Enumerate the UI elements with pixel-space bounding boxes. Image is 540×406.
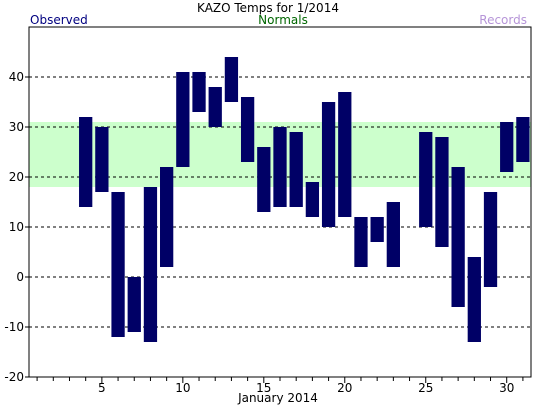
- bar-day-14: [240, 97, 255, 162]
- bar-day-23: [386, 202, 400, 267]
- y-tick-label-40: 40: [9, 70, 24, 84]
- x-tick-label-25: 25: [418, 381, 433, 395]
- bar-day-22: [370, 217, 384, 242]
- bar-day-11: [192, 72, 206, 112]
- y-tick-label-20: 20: [9, 170, 24, 184]
- bar-day-30: [500, 122, 514, 172]
- x-tick-label-30: 30: [499, 381, 514, 395]
- bar-day-5: [95, 127, 109, 192]
- bar-day-6: [111, 192, 125, 337]
- bar-day-10: [176, 72, 190, 167]
- bar-day-27: [451, 167, 465, 307]
- legend-records: Records: [479, 13, 527, 27]
- legend-normals: Normals: [258, 13, 308, 27]
- bar-day-21: [354, 217, 368, 267]
- bar-day-15: [257, 147, 271, 212]
- y-tick-label--10: -10: [4, 320, 24, 334]
- bar-day-9: [160, 167, 174, 267]
- legend-observed: Observed: [30, 13, 88, 27]
- bar-day-16: [273, 127, 287, 207]
- plot-area: -20 -10 0 10 20 30 40 5 10 15 20 25 30: [4, 26, 532, 395]
- y-tick-label-0: 0: [16, 270, 24, 284]
- y-tick-label-10: 10: [9, 220, 24, 234]
- x-tick-label-5: 5: [98, 381, 106, 395]
- chart-title: KAZO Temps for 1/2014: [197, 1, 339, 15]
- bar-day-13: [224, 57, 239, 102]
- bar-day-8: [143, 187, 158, 342]
- bar-day-18: [305, 182, 320, 217]
- bar-day-31: [516, 117, 530, 162]
- bar-day-7: [127, 277, 141, 332]
- bar-day-26: [435, 137, 449, 247]
- y-tick-label--20: -20: [4, 370, 24, 384]
- bar-day-17: [289, 132, 303, 207]
- bar-day-19: [321, 102, 336, 227]
- x-tick-label-15: 15: [256, 381, 271, 395]
- y-tick-label-30: 30: [9, 120, 24, 134]
- bar-day-4: [79, 117, 93, 207]
- x-tick-label-20: 20: [337, 381, 352, 395]
- x-axis-label: January 2014: [237, 391, 318, 405]
- bar-day-29: [483, 192, 498, 287]
- bar-day-25: [419, 132, 433, 227]
- bar-day-20: [338, 92, 352, 217]
- bar-day-28: [467, 257, 481, 342]
- x-tick-label-10: 10: [175, 381, 190, 395]
- bar-day-12: [208, 87, 222, 127]
